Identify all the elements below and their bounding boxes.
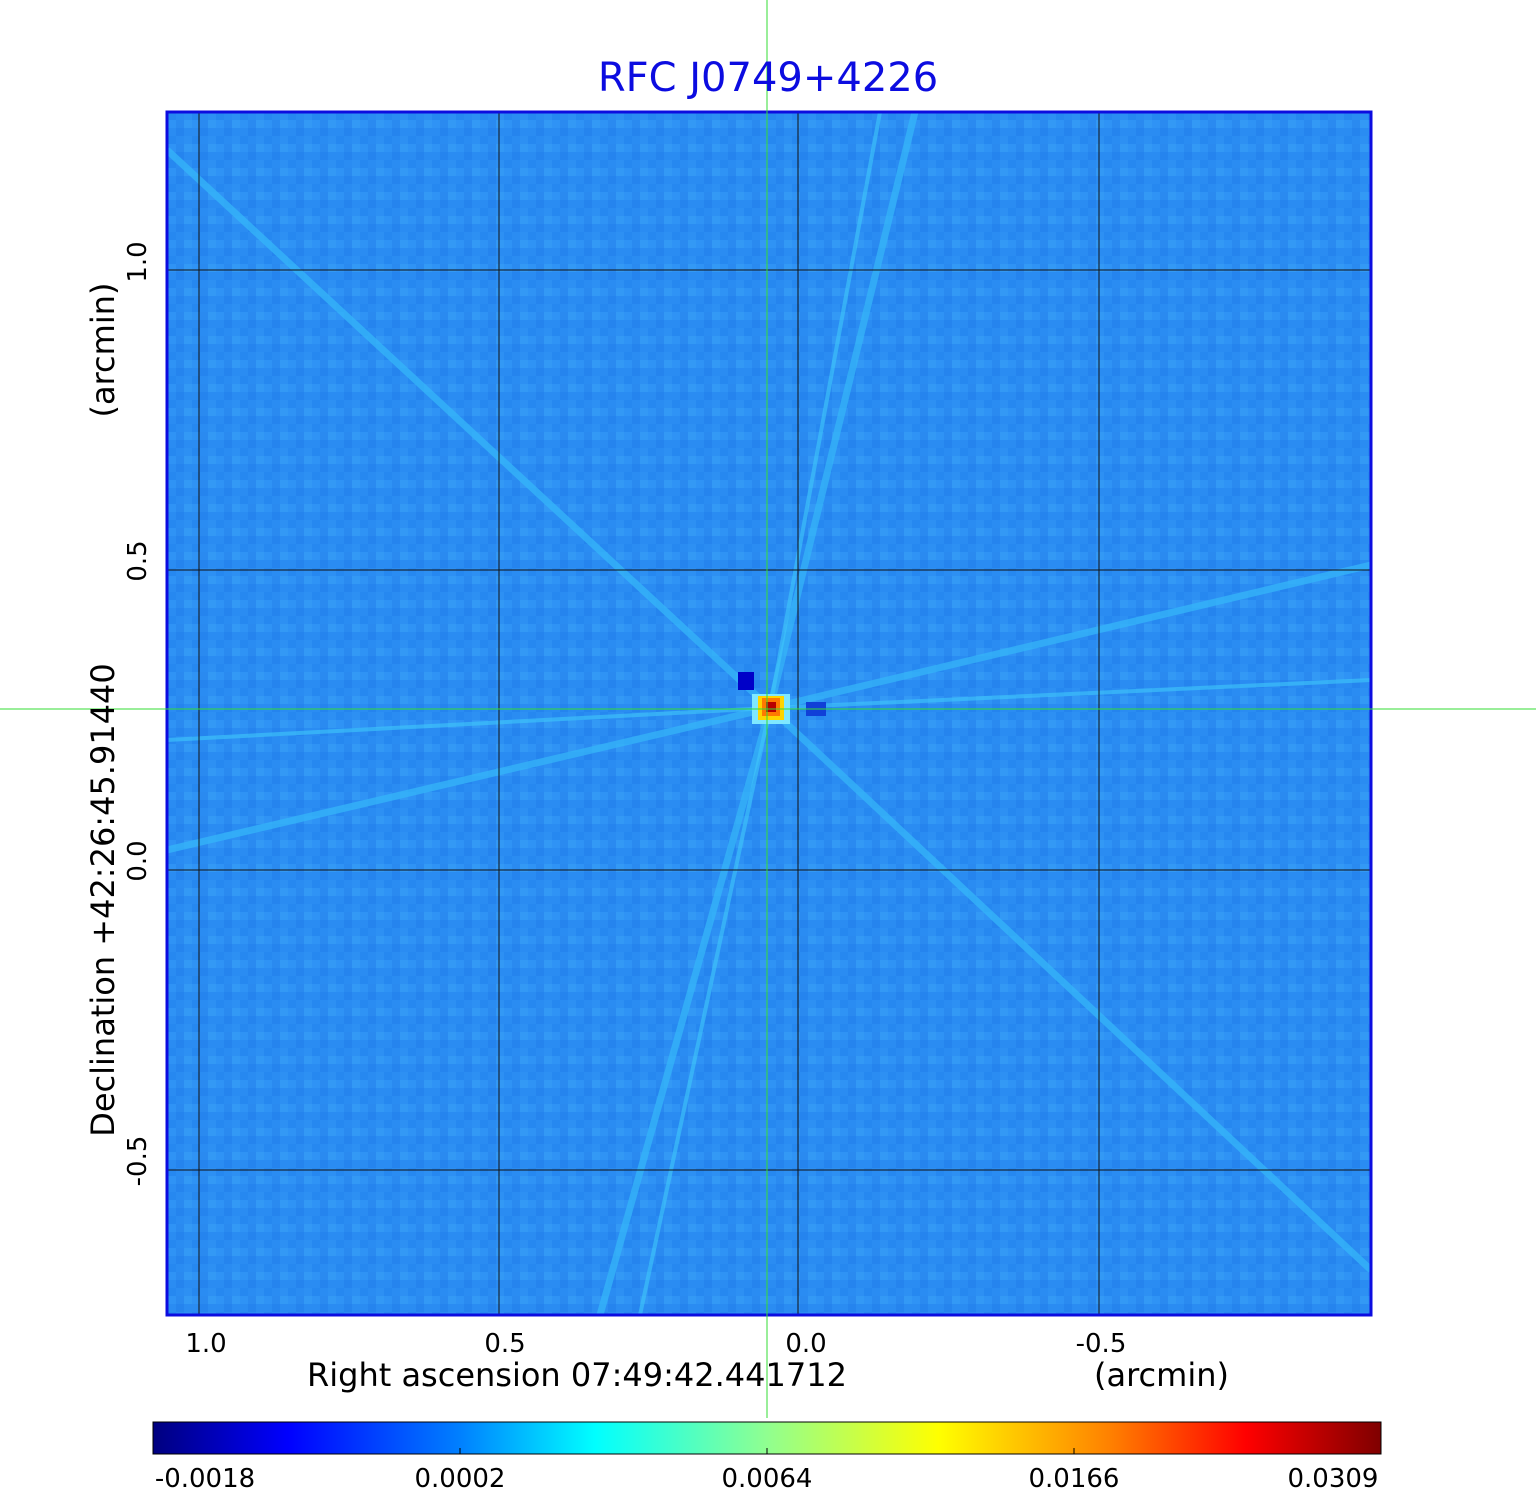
image-frame <box>165 110 1373 1317</box>
y-tick-label: 0.5 <box>123 540 153 581</box>
y-axis-unit: (arcmin) <box>84 283 122 418</box>
plot-title: RFC J0749+4226 <box>598 55 938 101</box>
colorbar-tick-label: 0.0309 <box>1288 1464 1379 1494</box>
y-tick-label: 1.0 <box>123 241 153 282</box>
y-axis-label: Declination +42:26:45.91440 <box>84 663 122 1137</box>
x-tick-labels: 1.0 0.5 0.0 -0.5 <box>185 1329 1126 1359</box>
x-axis-unit: (arcmin) <box>1094 1356 1229 1394</box>
colorbar-tick-label: 0.0064 <box>722 1464 813 1494</box>
colorbar-tick-label: -0.0018 <box>155 1464 255 1494</box>
x-tick-label: 0.5 <box>484 1329 525 1359</box>
x-tick-label: -0.5 <box>1076 1329 1127 1359</box>
image-panel <box>167 112 1371 1315</box>
crosshair[interactable] <box>0 0 1536 1418</box>
sidelobe-streaks <box>167 112 1371 1315</box>
x-tick-label: 1.0 <box>185 1329 226 1359</box>
y-tick-label: 0.0 <box>123 840 153 881</box>
x-tick-label: 0.0 <box>785 1329 826 1359</box>
colorbar-tick-label: 0.0166 <box>1029 1464 1120 1494</box>
x-axis-label: Right ascension 07:49:42.441712 <box>307 1356 847 1394</box>
coordinate-grid <box>167 112 1371 1315</box>
colorbar-tick-label: 0.0002 <box>415 1464 506 1494</box>
y-tick-label: -0.5 <box>123 1136 153 1187</box>
